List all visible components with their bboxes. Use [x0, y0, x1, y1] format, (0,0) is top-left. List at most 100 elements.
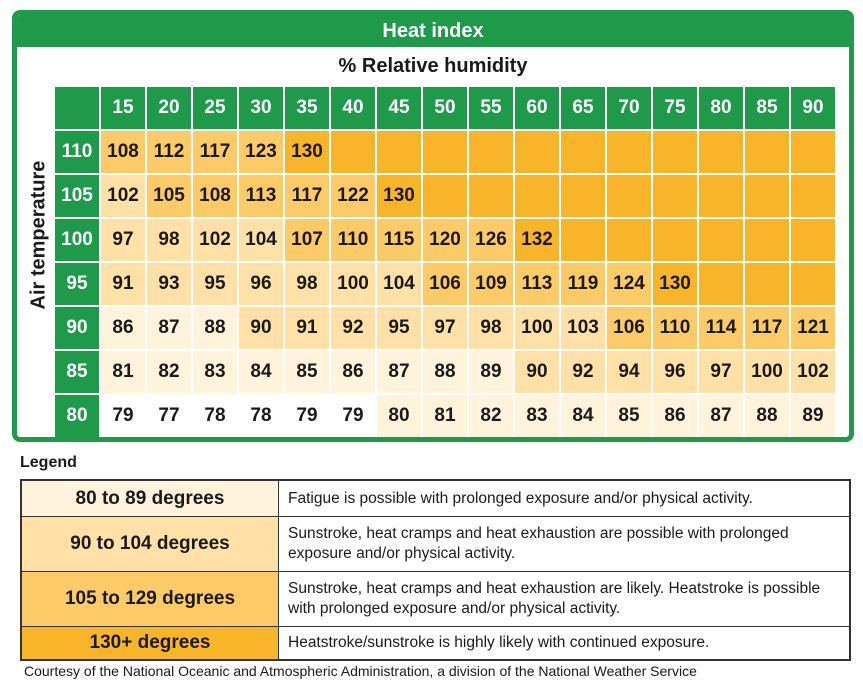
legend: 80 to 89 degrees Fatigue is possible wit… [20, 479, 851, 661]
heat-index-cell: 113 [239, 175, 283, 217]
heat-index-cell: 81 [101, 351, 145, 393]
heat-index-cell [561, 219, 605, 261]
humidity-header: 45 [377, 87, 421, 129]
humidity-header: 75 [653, 87, 697, 129]
heat-index-cell: 108 [101, 131, 145, 173]
heat-index-cell [653, 131, 697, 173]
humidity-header: 15 [101, 87, 145, 129]
heat-index-cell [423, 131, 467, 173]
legend-description: Sunstroke, heat cramps and heat exhausti… [288, 525, 789, 562]
humidity-axis-label: % Relative humidity [338, 55, 528, 77]
heat-index-cell [607, 131, 651, 173]
heat-index-cell: 102 [193, 219, 237, 261]
heat-index-cell: 117 [285, 175, 329, 217]
humidity-header: 90 [791, 87, 835, 129]
heat-index-cell [791, 131, 835, 173]
heat-index-cell: 130 [285, 131, 329, 173]
heat-index-cell: 103 [561, 307, 605, 349]
heat-index-cell: 90 [239, 307, 283, 349]
heat-index-cell: 94 [607, 351, 651, 393]
table-row: 105 102 105 108 113 117 122 130 [55, 175, 835, 217]
heat-index-cell: 112 [147, 131, 191, 173]
humidity-header: 25 [193, 87, 237, 129]
heat-index-cell: 96 [239, 263, 283, 305]
humidity-header: 20 [147, 87, 191, 129]
heat-index-cell [699, 263, 743, 305]
humidity-header: 85 [745, 87, 789, 129]
heat-index-cell: 79 [331, 395, 375, 437]
heat-index-cell: 79 [101, 395, 145, 437]
heat-index-cell: 98 [147, 219, 191, 261]
heat-index-cell: 97 [423, 307, 467, 349]
heat-index-cell: 91 [101, 263, 145, 305]
heat-index-cell: 102 [101, 175, 145, 217]
table-corner [55, 87, 99, 129]
heat-index-cell [653, 219, 697, 261]
heat-index-table: 15 20 25 30 35 40 45 50 55 60 65 70 75 80 85 90 110 108 11… [53, 85, 837, 437]
heat-index-cell: 84 [561, 395, 605, 437]
heat-index-cell: 105 [147, 175, 191, 217]
heat-index-cell: 87 [699, 395, 743, 437]
legend-row: 90 to 104 degrees Sunstroke, heat cramps… [22, 517, 849, 572]
heat-index-cell: 120 [423, 219, 467, 261]
heat-index-cell: 97 [101, 219, 145, 261]
humidity-header: 55 [469, 87, 513, 129]
heat-index-cell: 117 [745, 307, 789, 349]
heat-index-cell [515, 175, 559, 217]
heat-index-cell: 95 [193, 263, 237, 305]
legend-title: Legend [20, 454, 77, 471]
heat-index-cell: 89 [469, 351, 513, 393]
heat-index-cell [745, 263, 789, 305]
heat-index-cell: 132 [515, 219, 559, 261]
heat-index-cell: 98 [469, 307, 513, 349]
heat-index-cell: 95 [377, 307, 421, 349]
heat-index-cell [377, 131, 421, 173]
heat-index-cell: 91 [285, 307, 329, 349]
heat-index-cell: 96 [653, 351, 697, 393]
heat-index-cell: 87 [147, 307, 191, 349]
heat-index-cell [699, 131, 743, 173]
temperature-header: 105 [55, 175, 99, 217]
heat-index-cell: 104 [377, 263, 421, 305]
table-row: 100 97 98 102 104 107 110 115 120 126 132 [55, 219, 835, 261]
temperature-header: 110 [55, 131, 99, 173]
legend-description: Heatstroke/sunstroke is highly likely wi… [288, 634, 710, 651]
legend-range: 105 to 129 degrees [22, 572, 279, 626]
legend-row: 130+ degrees Heatstroke/sunstroke is hig… [22, 627, 849, 659]
heat-index-cell [791, 175, 835, 217]
heat-index-cell: 81 [423, 395, 467, 437]
heat-index-cell: 85 [607, 395, 651, 437]
table-row: 80 79 77 78 78 79 79 80 81 82 83 84 85 86 87 88 89 [55, 395, 835, 437]
heat-index-cell: 86 [331, 351, 375, 393]
heat-index-cell: 106 [607, 307, 651, 349]
heat-index-cell: 114 [699, 307, 743, 349]
heat-index-cell: 88 [423, 351, 467, 393]
temperature-header: 100 [55, 219, 99, 261]
heat-index-cell: 90 [515, 351, 559, 393]
heat-index-cell: 85 [285, 351, 329, 393]
heat-index-cell: 115 [377, 219, 421, 261]
heat-index-cell: 78 [193, 395, 237, 437]
heat-index-cell [561, 131, 605, 173]
heat-index-cell: 119 [561, 263, 605, 305]
heat-index-cell: 122 [331, 175, 375, 217]
heat-index-cell: 104 [239, 219, 283, 261]
heat-index-cell: 100 [331, 263, 375, 305]
legend-range: 130+ degrees [22, 627, 279, 659]
temperature-axis-label: Air temperature [27, 160, 50, 310]
heat-index-cell: 82 [147, 351, 191, 393]
heat-index-cell: 100 [515, 307, 559, 349]
heat-index-cell: 88 [745, 395, 789, 437]
heat-index-cell: 130 [377, 175, 421, 217]
heat-index-cell [653, 175, 697, 217]
heat-index-cell: 93 [147, 263, 191, 305]
heat-index-cell: 83 [515, 395, 559, 437]
heat-index-cell: 84 [239, 351, 283, 393]
heat-index-cell [607, 219, 651, 261]
legend-row: 105 to 129 degrees Sunstroke, heat cramp… [22, 572, 849, 627]
humidity-header: 50 [423, 87, 467, 129]
temperature-header: 80 [55, 395, 99, 437]
heat-index-cell [699, 175, 743, 217]
heat-index-cell [745, 175, 789, 217]
heat-index-cell [331, 131, 375, 173]
